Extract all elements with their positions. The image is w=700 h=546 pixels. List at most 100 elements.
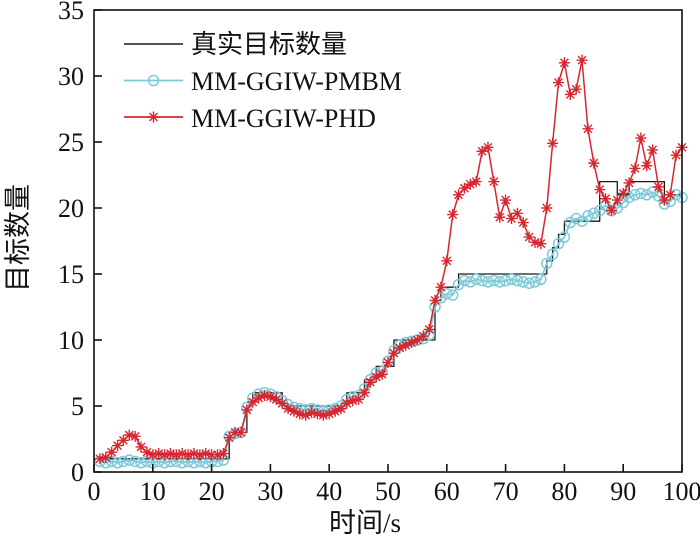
asterisk-marker [411, 334, 423, 346]
x-tick-label: 70 [493, 477, 519, 506]
asterisk-marker [382, 356, 394, 368]
asterisk-marker [641, 160, 653, 172]
asterisk-marker [159, 449, 171, 461]
y-tick-label: 30 [58, 62, 84, 91]
circle-marker [629, 189, 641, 201]
circle-marker [541, 257, 553, 270]
asterisk-marker [623, 177, 635, 189]
circle-marker [452, 278, 465, 291]
series-line [99, 191, 683, 464]
axis-ticks: 0 10 20 30 40 50 60 70 80 90 100 0 5 10 15 20 25 30 35 [58, 0, 700, 506]
asterisk-marker [605, 205, 617, 217]
legend-item-pmbm: MM-GGIW-PMBM [124, 67, 402, 96]
asterisk-marker [94, 453, 106, 465]
circle-marker [123, 454, 136, 466]
circle-marker [523, 277, 535, 289]
circle-marker [564, 216, 577, 229]
asterisk-marker [170, 449, 182, 461]
asterisk-marker [658, 194, 670, 206]
x-tick-label: 10 [140, 477, 166, 506]
asterisk-marker [553, 77, 565, 89]
circle-marker [635, 187, 647, 200]
series-line [99, 180, 682, 460]
asterisk-marker [164, 448, 176, 460]
x-tick-label: 30 [257, 477, 283, 506]
asterisk-marker [217, 448, 229, 460]
asterisk-marker [664, 189, 676, 201]
asterisk-marker [182, 449, 194, 461]
circle-marker [570, 212, 582, 225]
circle-marker [588, 207, 600, 220]
legend-sample-phd-asterisk-marker [124, 111, 183, 123]
asterisk-marker [611, 194, 623, 206]
asterisk-marker [347, 395, 359, 407]
legend-circle-marker [147, 74, 160, 87]
circle-marker [511, 274, 524, 287]
legend-sample-pmbm-circle-marker [124, 74, 183, 87]
x-tick-label: 0 [88, 477, 101, 506]
asterisk-marker [100, 451, 112, 463]
legend-asterisk-marker [148, 111, 159, 123]
asterisk-marker [206, 449, 218, 461]
asterisk-marker [394, 342, 406, 354]
asterisk-marker [353, 393, 365, 405]
asterisk-marker [470, 176, 482, 188]
asterisk-marker [288, 405, 300, 417]
asterisk-marker [476, 145, 488, 157]
asterisk-marker [464, 178, 476, 190]
circle-marker [482, 276, 494, 288]
asterisk-marker [241, 404, 253, 416]
asterisk-marker [341, 397, 353, 409]
asterisk-marker [558, 57, 570, 69]
circle-marker [464, 276, 477, 288]
asterisk-marker [329, 405, 341, 417]
circle-marker [558, 231, 571, 243]
y-tick-label: 0 [71, 458, 84, 487]
circle-marker [111, 457, 124, 469]
circle-marker [446, 289, 459, 301]
circle-marker [117, 455, 130, 468]
asterisk-marker [494, 211, 506, 223]
asterisk-marker [106, 446, 118, 458]
asterisk-marker [223, 432, 235, 444]
circle-marker [505, 273, 518, 286]
asterisk-marker [388, 347, 400, 359]
asterisk-marker [652, 181, 664, 193]
asterisk-marker [582, 123, 594, 135]
asterisk-marker [482, 141, 494, 153]
asterisk-marker [364, 376, 376, 388]
asterisk-marker [129, 430, 141, 442]
asterisk-marker [176, 448, 188, 460]
circle-marker [517, 276, 529, 288]
asterisk-marker [547, 137, 559, 149]
asterisk-marker [335, 403, 347, 415]
circle-marker [640, 189, 653, 201]
legend-item-phd: MM-GGIW-PHD [124, 104, 376, 133]
y-tick-label: 20 [58, 194, 84, 223]
legend-item-true-count: 真实目标数量 [124, 30, 347, 59]
asterisk-marker [635, 132, 647, 144]
asterisk-marker [594, 184, 606, 196]
legend: 真实目标数量 MM-GGIW-PMBM MM-GGIW-PHD [124, 30, 402, 133]
asterisk-marker [311, 408, 323, 420]
y-axis-label: 目标数量 [3, 184, 33, 292]
asterisk-marker [564, 88, 576, 100]
asterisk-marker [500, 194, 512, 206]
y-tick-label: 10 [58, 326, 84, 355]
asterisk-marker [117, 434, 129, 446]
asterisk-marker [600, 193, 612, 205]
circle-marker [135, 457, 147, 469]
asterisk-marker [441, 255, 453, 267]
asterisk-marker [135, 441, 147, 453]
circle-marker [499, 274, 512, 287]
asterisk-marker [358, 387, 370, 399]
legend-label-phd: MM-GGIW-PHD [191, 104, 376, 133]
asterisk-marker [429, 294, 441, 306]
asterisk-marker [211, 449, 223, 461]
asterisk-marker [306, 407, 318, 419]
asterisk-marker [123, 429, 135, 441]
y-tick-label: 15 [58, 260, 84, 289]
series-MM-GGIW-PHD [94, 54, 688, 465]
